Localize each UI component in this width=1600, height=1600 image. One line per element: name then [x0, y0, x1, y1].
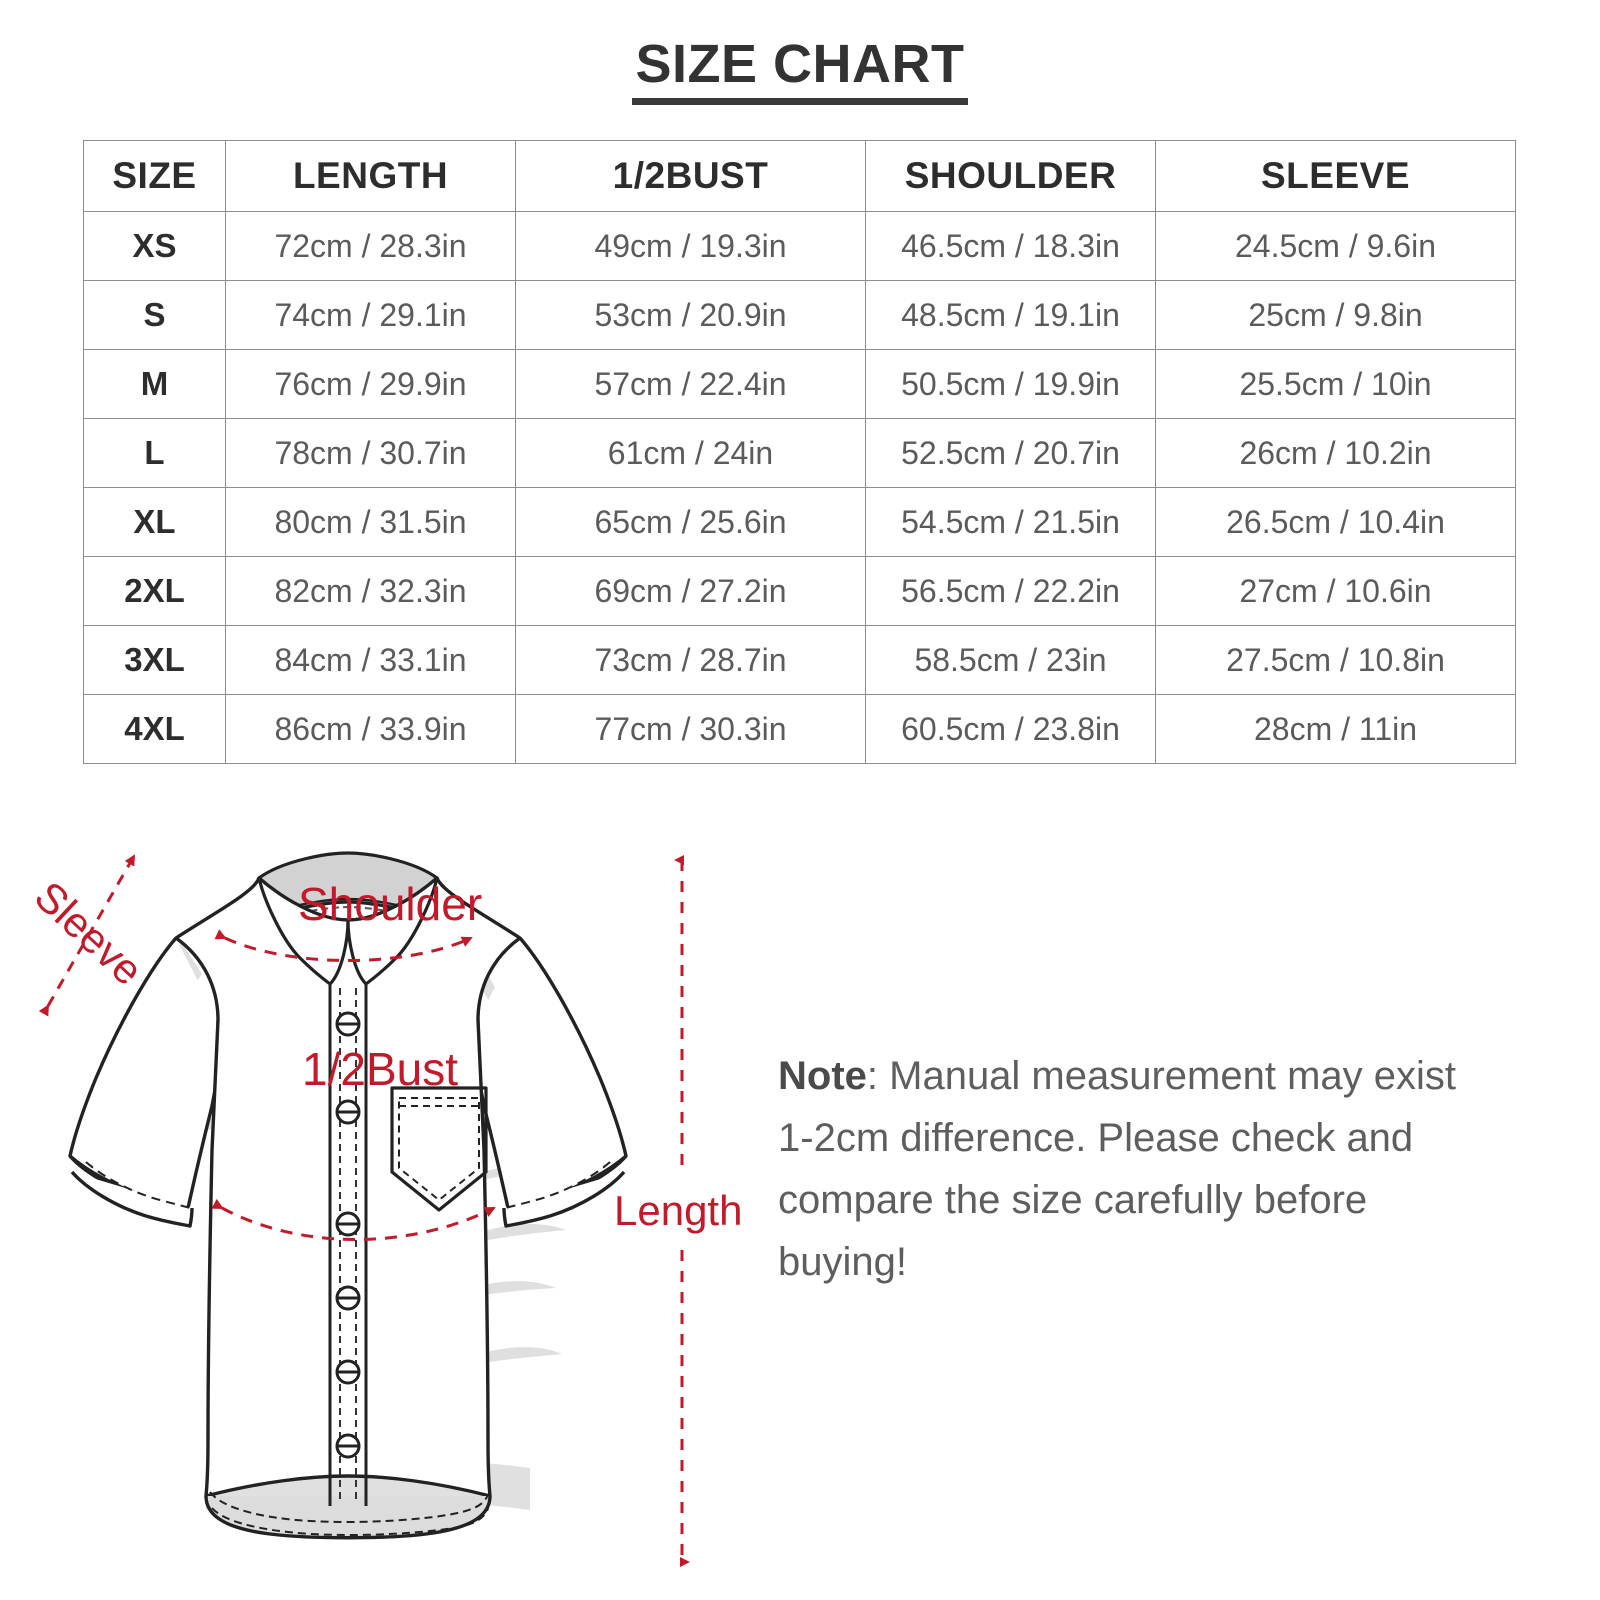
shoulder-measure-line — [214, 929, 473, 962]
cell-size: 4XL — [83, 694, 226, 764]
cell-bust: 73cm / 28.7in — [515, 625, 866, 695]
cell-length: 72cm / 28.3in — [225, 211, 516, 281]
column-header-sleeve: SLEEVE — [1155, 140, 1516, 212]
label-half-bust: 1/2Bust — [302, 1043, 458, 1095]
shirt-illustration: Shoulder 1/2Bust Length Sleeve — [26, 851, 742, 1567]
cell-size: 2XL — [83, 556, 226, 626]
cell-bust: 65cm / 25.6in — [515, 487, 866, 557]
label-length: Length — [614, 1187, 742, 1234]
cell-size: S — [83, 280, 226, 350]
cell-length: 82cm / 32.3in — [225, 556, 516, 626]
label-shoulder: Shoulder — [298, 878, 482, 930]
cell-size: 3XL — [83, 625, 226, 695]
cell-sleeve: 27cm / 10.6in — [1155, 556, 1516, 626]
cell-shoulder: 54.5cm / 21.5in — [865, 487, 1156, 557]
cell-shoulder: 48.5cm / 19.1in — [865, 280, 1156, 350]
column-header-size: SIZE — [83, 140, 226, 212]
table-row: 2XL 82cm / 32.3in 69cm / 27.2in 56.5cm /… — [83, 556, 1516, 626]
cell-sleeve: 26.5cm / 10.4in — [1155, 487, 1516, 557]
table-row: XS 72cm / 28.3in 49cm / 19.3in 46.5cm / … — [83, 211, 1516, 281]
cell-shoulder: 52.5cm / 20.7in — [865, 418, 1156, 488]
shirt-body — [68, 876, 628, 1540]
cell-bust: 53cm / 20.9in — [515, 280, 866, 350]
table-row: 3XL 84cm / 33.1in 73cm / 28.7in 58.5cm /… — [83, 625, 1516, 695]
cell-shoulder: 50.5cm / 19.9in — [865, 349, 1156, 419]
cell-bust: 61cm / 24in — [515, 418, 866, 488]
shirt-measurement-diagram: Shoulder 1/2Bust Length Sleeve — [0, 800, 1600, 1600]
sleeve-measure-line — [38, 854, 136, 1017]
cell-length: 78cm / 30.7in — [225, 418, 516, 488]
title-underline — [632, 98, 968, 105]
cell-shoulder: 60.5cm / 23.8in — [865, 694, 1156, 764]
note-separator: : — [866, 1054, 890, 1098]
cell-sleeve: 24.5cm / 9.6in — [1155, 211, 1516, 281]
title-block: SIZE CHART — [0, 34, 1600, 105]
label-sleeve: Sleeve — [26, 872, 152, 994]
cell-size: M — [83, 349, 226, 419]
cell-shoulder: 58.5cm / 23in — [865, 625, 1156, 695]
cell-bust: 49cm / 19.3in — [515, 211, 866, 281]
table-row: 4XL 86cm / 33.9in 77cm / 30.3in 60.5cm /… — [83, 694, 1516, 764]
table-row: S 74cm / 29.1in 53cm / 20.9in 48.5cm / 1… — [83, 280, 1516, 350]
column-header-shoulder: SHOULDER — [865, 140, 1156, 212]
table-row: L 78cm / 30.7in 61cm / 24in 52.5cm / 20.… — [83, 418, 1516, 488]
cell-length: 80cm / 31.5in — [225, 487, 516, 557]
table-row: XL 80cm / 31.5in 65cm / 25.6in 54.5cm / … — [83, 487, 1516, 557]
table-row: M 76cm / 29.9in 57cm / 22.4in 50.5cm / 1… — [83, 349, 1516, 419]
measurement-guides — [38, 854, 690, 1567]
cell-sleeve: 25.5cm / 10in — [1155, 349, 1516, 419]
note-label: Note — [778, 1054, 867, 1098]
column-header-bust: 1/2BUST — [515, 140, 866, 212]
cell-bust: 69cm / 27.2in — [515, 556, 866, 626]
cell-bust: 77cm / 30.3in — [515, 694, 866, 764]
column-header-length: LENGTH — [225, 140, 516, 212]
cell-length: 86cm / 33.9in — [225, 694, 516, 764]
cell-bust: 57cm / 22.4in — [515, 349, 866, 419]
cell-sleeve: 28cm / 11in — [1155, 694, 1516, 764]
cell-size: L — [83, 418, 226, 488]
cell-length: 84cm / 33.1in — [225, 625, 516, 695]
page-title: SIZE CHART — [635, 34, 965, 94]
size-chart-table: SIZE LENGTH 1/2BUST SHOULDER SLEEVE XS 7… — [83, 140, 1516, 764]
cell-sleeve: 25cm / 9.8in — [1155, 280, 1516, 350]
cell-sleeve: 27.5cm / 10.8in — [1155, 625, 1516, 695]
cell-shoulder: 46.5cm / 18.3in — [865, 211, 1156, 281]
shirt-pocket — [390, 1086, 488, 1212]
note-block: Note: Manual measurement may exist 1-2cm… — [778, 1045, 1478, 1293]
cell-sleeve: 26cm / 10.2in — [1155, 418, 1516, 488]
cell-size: XS — [83, 211, 226, 281]
cell-size: XL — [83, 487, 226, 557]
shirt-buttons — [335, 1011, 361, 1459]
table-header-row: SIZE LENGTH 1/2BUST SHOULDER SLEEVE — [83, 140, 1516, 212]
cell-length: 76cm / 29.9in — [225, 349, 516, 419]
cell-shoulder: 56.5cm / 22.2in — [865, 556, 1156, 626]
cell-length: 74cm / 29.1in — [225, 280, 516, 350]
note-text: Manual measurement may exist 1-2cm diffe… — [778, 1054, 1457, 1284]
